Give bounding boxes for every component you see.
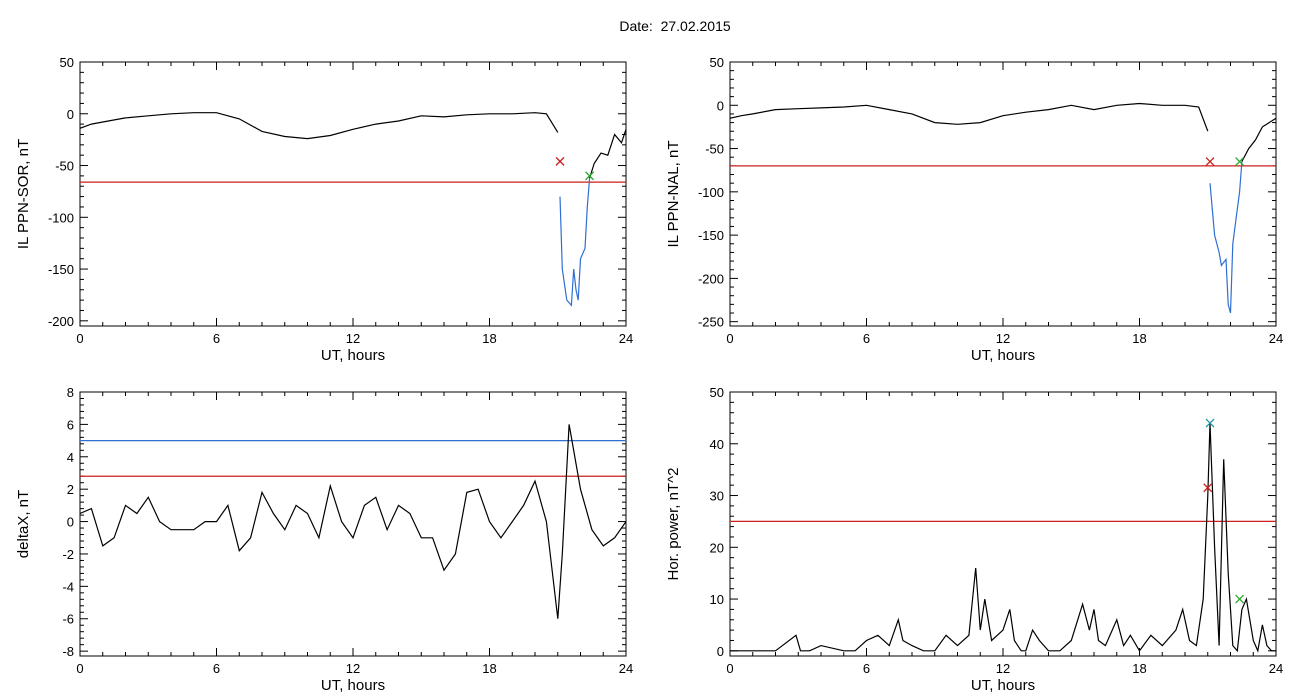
x-tick-label: 24 [1269,661,1283,676]
event-marker [555,156,565,166]
y-tick-label: 0 [67,515,74,530]
x-tick-label: 12 [996,661,1010,676]
y-tick-label: 50 [710,55,724,70]
y-tick-label: 8 [67,385,74,400]
plot-frame [79,61,627,327]
series-line-1 [730,102,1209,132]
marker-stroke [1205,157,1215,167]
x-tick-label: 18 [482,331,496,346]
marker-stroke [1235,157,1245,167]
y-tick-label: 50 [710,385,724,400]
marker-stroke [585,171,595,181]
event-marker [1205,418,1215,428]
y-axis-label: IL PPN-SOR, nT [15,139,32,249]
y-tick-label: -8 [62,644,74,659]
series-line-1 [730,423,1276,653]
marker-stroke [1205,418,1215,428]
x-tick-label: 0 [726,331,733,346]
marker-stroke [1235,594,1245,604]
chart-panel-ppn-sor: 0 6 12 18 24 50 0 -50 -100 -150 -200 UT, hours IL PP… [15,55,633,364]
event-marker [1235,157,1245,167]
x-tick-label: 0 [76,331,83,346]
x-tick-label: 12 [346,331,360,346]
event-marker [1205,157,1215,167]
x-axis-label: UT, hours [971,677,1035,694]
series-line-2 [1209,161,1243,314]
x-tick-label: 18 [1132,661,1146,676]
y-tick-label: -6 [62,612,74,627]
x-axis-label: UT, hours [321,677,385,694]
y-tick-label: 0 [717,644,724,659]
x-tick-label: 12 [346,661,360,676]
x-tick-label: 24 [619,331,633,346]
x-axis-label: UT, hours [971,347,1035,364]
y-axis-label: IL PPN-NAL, nT [665,141,682,248]
y-tick-label: 0 [717,98,724,113]
y-tick-label: -200 [698,271,724,286]
x-tick-label: 6 [213,331,220,346]
chart-panel-deltax: 0 6 12 18 24 8 6 4 2 0 -2 -4 -6 -8 UT, hours deltaX, nT [15,385,633,694]
y-tick-label: -100 [698,185,724,200]
x-tick-label: 6 [863,331,870,346]
marker-stroke [555,156,565,166]
y-tick-label: 30 [710,489,724,504]
y-tick-label: -2 [62,547,74,562]
y-tick-label: 20 [710,540,724,555]
y-tick-label: -150 [698,228,724,243]
y-tick-label: 10 [710,592,724,607]
chart-panel-ppn-nal: 0 6 12 18 24 50 0 -50 -100 -150 -200 -250 UT, hours I… [665,55,1283,364]
event-marker [1235,594,1245,604]
series-line-2 [559,177,591,307]
x-tick-label: 0 [76,661,83,676]
page-title: Date: 27.02.2015 [619,18,731,34]
x-tick-label: 6 [213,661,220,676]
plot-frame [79,391,627,657]
x-axis-label: UT, hours [321,347,385,364]
x-tick-label: 6 [863,661,870,676]
y-tick-label: 4 [67,450,74,465]
y-tick-label: 50 [60,55,74,70]
y-tick-label: 6 [67,417,74,432]
series-line-1 [80,112,559,140]
event-marker [1203,483,1213,493]
y-axis-label: Hor. power, nT^2 [665,468,682,581]
series-line-3 [1241,117,1276,162]
y-tick-label: -150 [48,262,74,277]
y-tick-label: -200 [48,314,74,329]
y-axis-label: deltaX, nT [15,490,32,558]
x-tick-label: 18 [1132,331,1146,346]
chart-panel-hor-power: 0 6 12 18 24 50 40 30 20 10 0 UT, hours Hor. power, … [665,385,1283,694]
series-line-3 [589,129,626,179]
plot-frame [729,61,1277,327]
y-tick-label: -50 [705,142,724,157]
y-tick-label: -100 [48,210,74,225]
event-marker [585,171,595,181]
series-line-1 [80,424,626,619]
y-tick-label: 0 [67,107,74,122]
y-tick-label: -4 [62,579,74,594]
plot-frame [729,391,1277,657]
x-tick-label: 24 [619,661,633,676]
marker-stroke [1203,483,1213,493]
x-tick-label: 0 [726,661,733,676]
y-tick-label: 40 [710,437,724,452]
x-tick-label: 18 [482,661,496,676]
x-tick-label: 12 [996,331,1010,346]
y-tick-label: -50 [55,159,74,174]
y-tick-label: -250 [698,315,724,330]
x-tick-label: 24 [1269,331,1283,346]
y-tick-label: 2 [67,482,74,497]
